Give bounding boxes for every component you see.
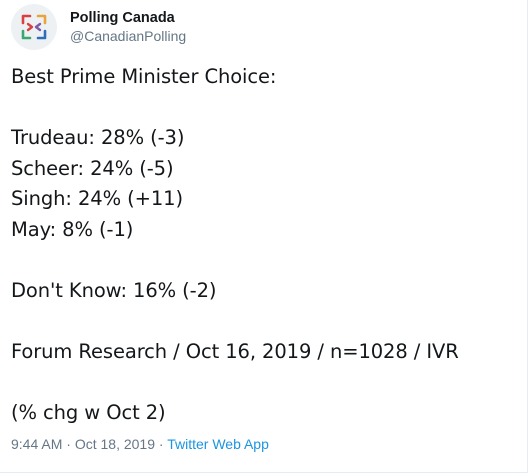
author-display-name[interactable]: Polling Canada	[70, 10, 175, 26]
tweet-metadata: 9:44 AM · Oct 18, 2019 · Twitter Web App	[11, 436, 269, 452]
meta-separator: ·	[158, 436, 164, 452]
tweet-date[interactable]: Oct 18, 2019	[74, 436, 155, 452]
source-line: Forum Research / Oct 16, 2019 / n=1028 /…	[11, 339, 459, 363]
undecided-line: Don't Know: 16% (-2)	[11, 278, 217, 302]
tweet-time[interactable]: 9:44 AM	[11, 436, 63, 452]
result-line: Singh: 24% (+11)	[11, 187, 183, 210]
blank-line	[11, 245, 516, 276]
result-line: May: 8% (-1)	[11, 217, 134, 241]
tweet-text: Best Prime Minister Choice: Trudeau: 28%…	[11, 62, 516, 428]
avatar[interactable]	[11, 4, 57, 50]
source-app-link[interactable]: Twitter Web App	[167, 436, 269, 452]
blank-line	[11, 367, 516, 398]
change-note: (% chg w Oct 2)	[11, 400, 166, 424]
meta-separator: ·	[66, 436, 71, 452]
tweet-header: Polling Canada @CanadianPolling	[11, 4, 186, 50]
result-line: Trudeau: 28% (-3)	[11, 126, 185, 149]
author-names: Polling Canada @CanadianPolling	[70, 9, 186, 45]
result-line: Scheer: 24% (-5)	[11, 156, 174, 180]
tweet-title: Best Prime Minister Choice:	[11, 65, 277, 88]
blank-line	[11, 306, 516, 337]
blank-line	[11, 93, 516, 124]
author-handle[interactable]: @CanadianPolling	[70, 28, 187, 44]
polling-canada-logo-icon	[21, 14, 47, 40]
